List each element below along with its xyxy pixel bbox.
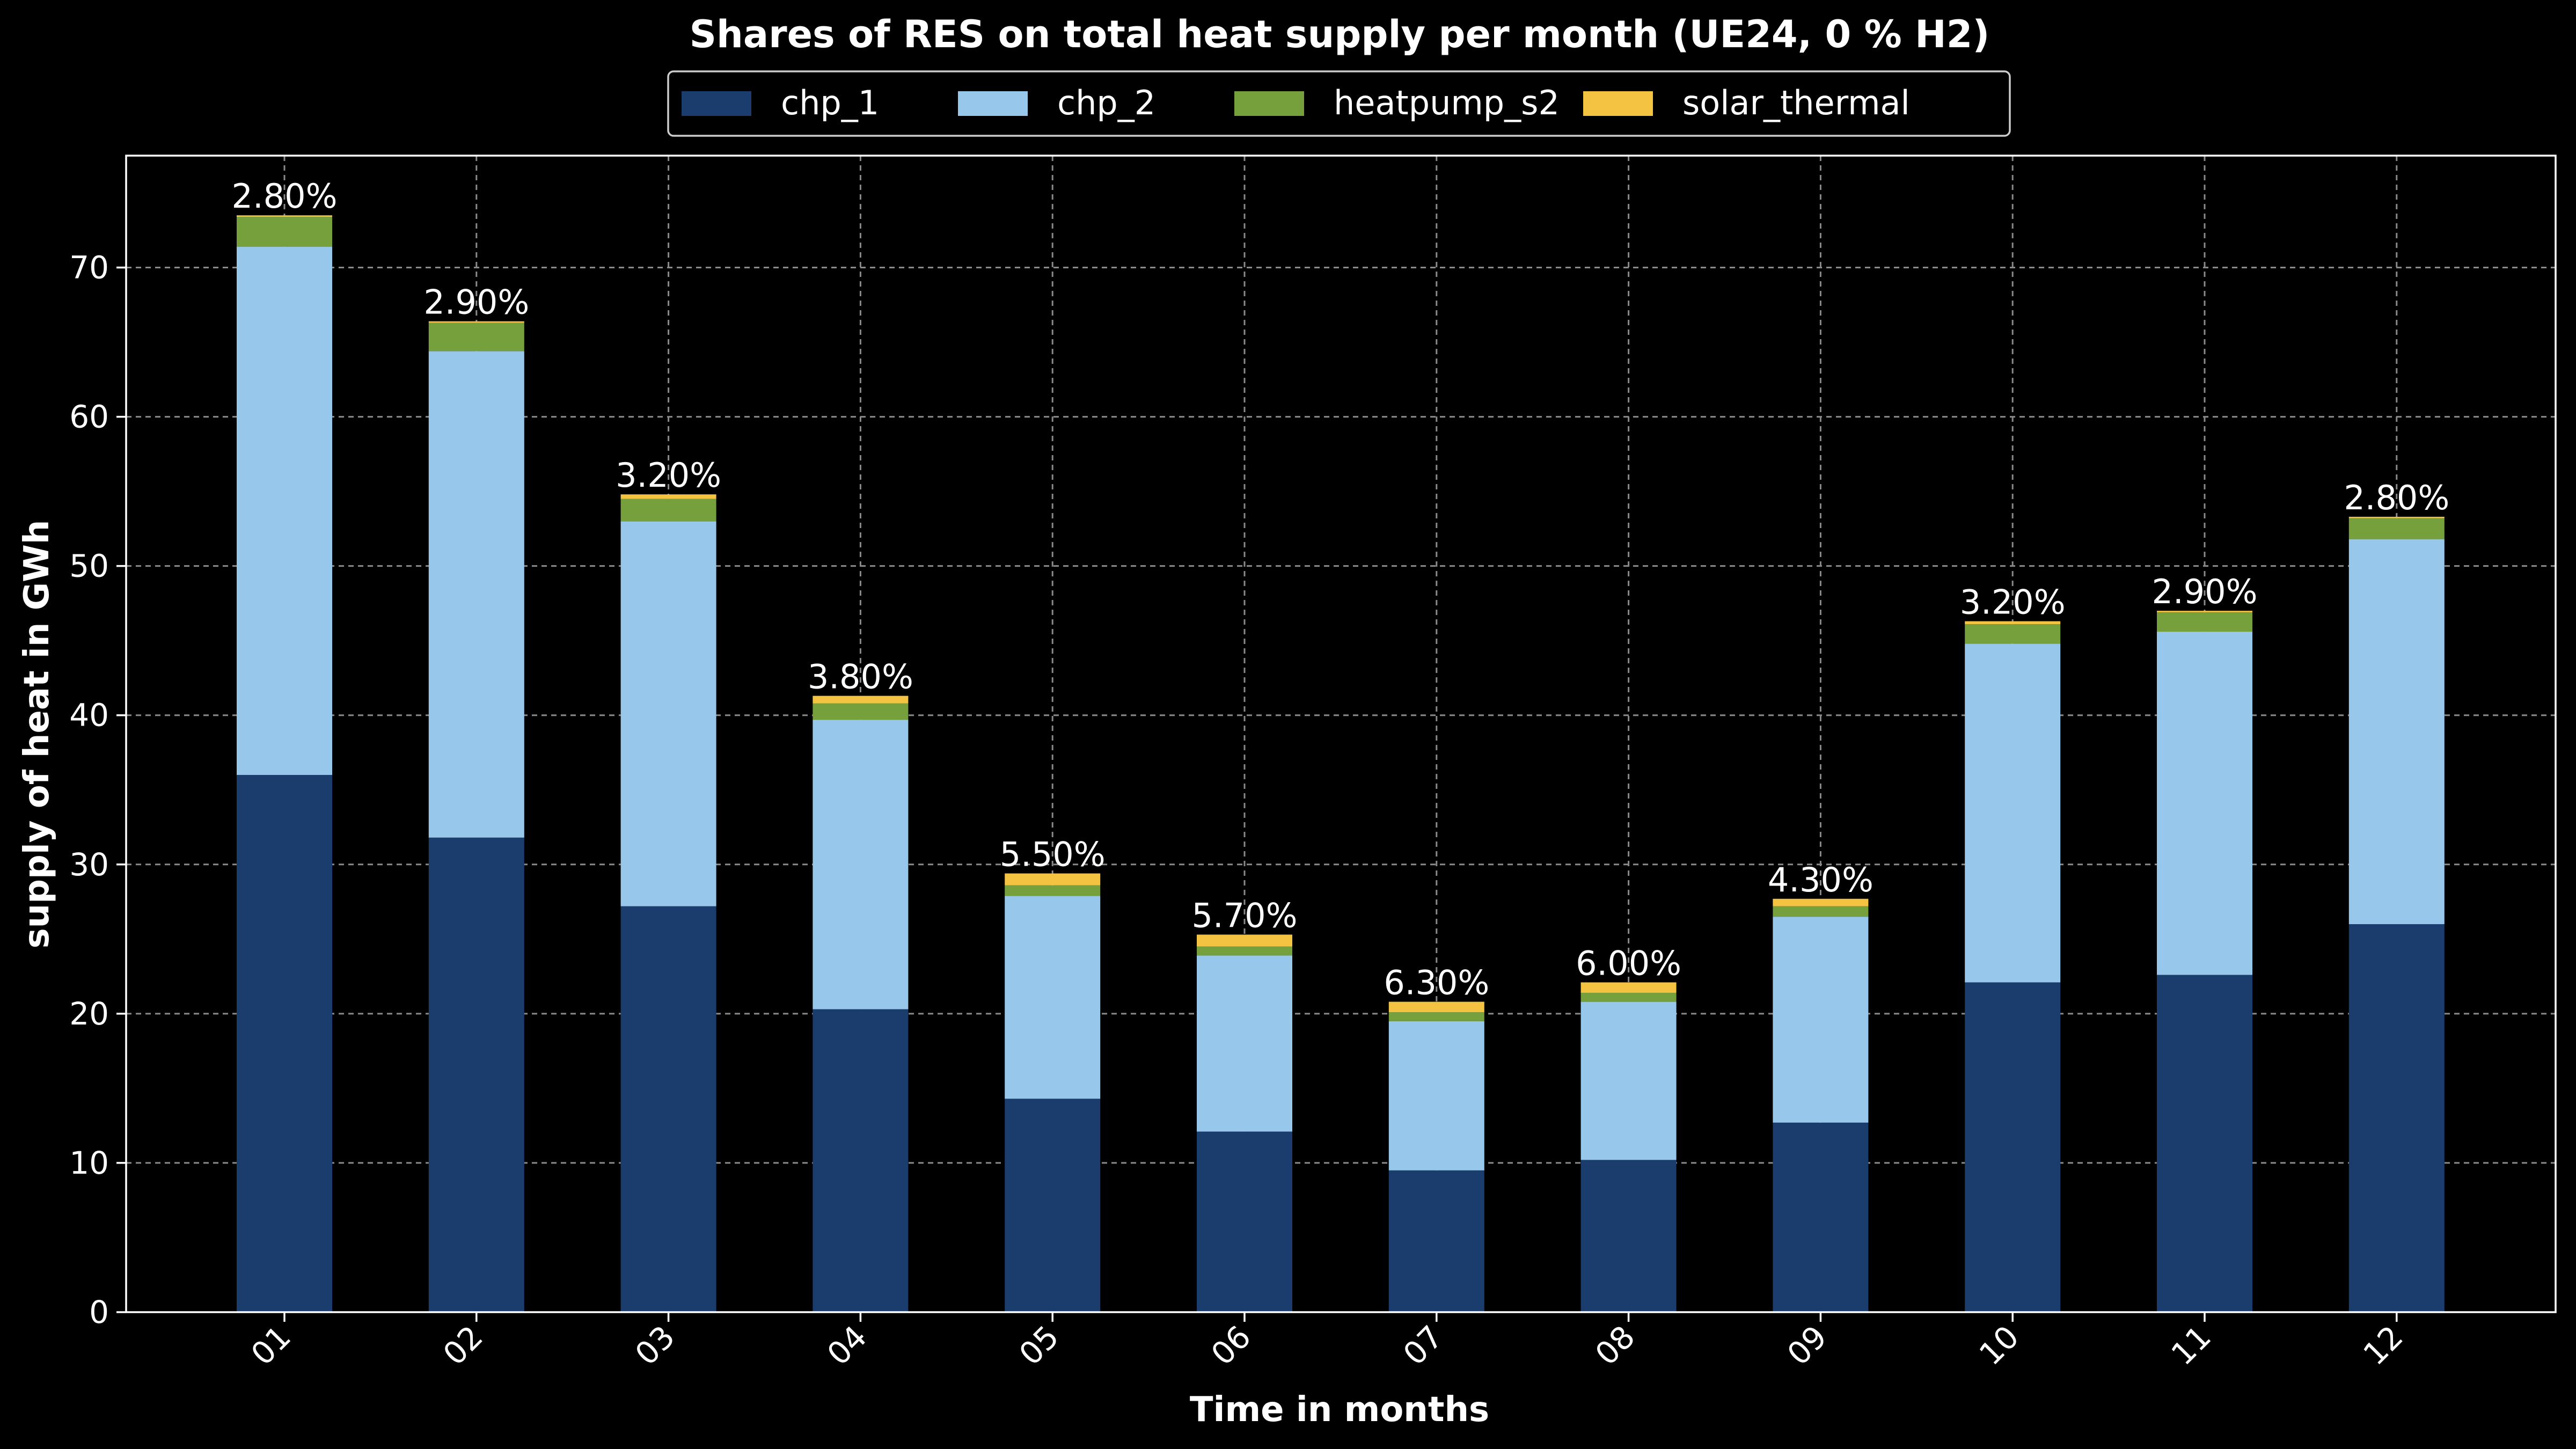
bar-chp_1-03 <box>620 906 716 1312</box>
bar-solar_thermal-03 <box>620 494 716 499</box>
bar-solar_thermal-12 <box>2348 516 2445 518</box>
legend-swatch-chp_2 <box>958 91 1028 116</box>
bar-heatpump_s2-09 <box>1773 906 1869 917</box>
share-label: 3.20% <box>1960 583 2066 622</box>
share-label: 5.70% <box>1192 896 1298 935</box>
bar-solar_thermal-11 <box>2157 611 2252 612</box>
legend-box <box>667 70 2011 137</box>
share-label: 4.30% <box>1768 860 1874 899</box>
bar-solar_thermal-04 <box>813 696 909 704</box>
bar-chp_1-11 <box>2157 975 2252 1312</box>
share-label: 6.00% <box>1576 943 1681 983</box>
share-label: 3.80% <box>808 657 913 697</box>
legend: chp_1 chp_2 heatpump_s2 solar_thermal <box>667 70 2011 137</box>
share-label: 3.20% <box>616 456 721 495</box>
bar-chp_2-04 <box>813 720 909 1009</box>
bar-heatpump_s2-08 <box>1580 992 1677 1002</box>
bar-chp_1-08 <box>1580 1160 1677 1312</box>
legend-label-heatpump_s2: heatpump_s2 <box>1334 83 1560 122</box>
bar-chp_1-09 <box>1773 1122 1869 1312</box>
bar-heatpump_s2-01 <box>237 217 332 247</box>
bar-heatpump_s2-05 <box>1005 885 1101 896</box>
bar-chp_2-12 <box>2348 539 2445 925</box>
legend-label-solar_thermal: solar_thermal <box>1682 83 1910 122</box>
bar-chp_2-08 <box>1580 1001 1677 1160</box>
bar-heatpump_s2-11 <box>2157 612 2252 632</box>
bar-heatpump_s2-12 <box>2348 518 2445 539</box>
chart-title: Shares of RES on total heat supply per m… <box>690 12 1990 56</box>
bar-chp_1-05 <box>1005 1099 1101 1312</box>
bar-solar_thermal-06 <box>1197 934 1292 947</box>
bar-solar_thermal-08 <box>1580 982 1677 993</box>
share-label: 5.50% <box>1000 835 1106 874</box>
bar-solar_thermal-07 <box>1388 1001 1484 1013</box>
bar-chp_2-11 <box>2157 632 2252 975</box>
bar-chp_1-10 <box>1965 982 2061 1312</box>
y-tick-label: 10 <box>69 1145 109 1181</box>
y-tick-label: 40 <box>69 697 109 734</box>
y-tick-label: 60 <box>69 399 109 435</box>
share-label: 2.80% <box>232 177 338 216</box>
legend-label-chp_1: chp_1 <box>781 83 879 122</box>
share-label: 6.30% <box>1384 963 1489 1002</box>
y-tick-label: 30 <box>69 846 109 883</box>
bar-chp_2-10 <box>1965 643 2061 983</box>
legend-swatch-solar_thermal <box>1583 91 1653 116</box>
y-tick-label: 20 <box>69 996 109 1032</box>
legend-swatch-heatpump_s2 <box>1234 91 1304 116</box>
legend-swatch-chp_1 <box>682 91 751 116</box>
bar-heatpump_s2-04 <box>813 703 909 720</box>
bar-chp_1-02 <box>428 837 524 1312</box>
share-label: 2.90% <box>2152 572 2258 611</box>
bar-chp_2-02 <box>428 351 524 838</box>
bar-solar_thermal-10 <box>1965 621 2061 625</box>
share-annotations: 2.80% 2.90% 3.20% 3.80% 5.50% 5.70% 6.30% 6.00%… <box>232 177 2450 1002</box>
bar-chp_2-09 <box>1773 917 1869 1123</box>
legend-label-chp_2: chp_2 <box>1057 83 1155 122</box>
bar-solar_thermal-09 <box>1773 898 1869 906</box>
bar-chp_2-03 <box>620 521 716 906</box>
bar-solar_thermal-02 <box>428 321 524 323</box>
bar-heatpump_s2-03 <box>620 499 716 522</box>
x-axis-label: Time in months <box>1190 1390 1489 1430</box>
share-label: 2.80% <box>2344 478 2449 517</box>
bar-heatpump_s2-06 <box>1197 946 1292 956</box>
bar-heatpump_s2-10 <box>1965 624 2061 644</box>
bar-chp_2-06 <box>1197 955 1292 1132</box>
bar-solar_thermal-01 <box>237 215 332 217</box>
bar-chp_2-07 <box>1388 1021 1484 1170</box>
bar-chp_1-12 <box>2348 924 2445 1312</box>
bar-chp_1-07 <box>1388 1170 1484 1312</box>
share-label: 2.90% <box>423 283 529 322</box>
bar-solar_thermal-05 <box>1005 873 1101 885</box>
bar-chp_1-01 <box>237 774 332 1312</box>
bar-chp_1-06 <box>1197 1131 1292 1312</box>
y-tick-label: 50 <box>69 548 109 584</box>
bar-heatpump_s2-02 <box>428 323 524 352</box>
y-axis-label: supply of heat in GWh <box>17 520 57 949</box>
bars <box>237 215 2445 1312</box>
y-tick-label: 70 <box>69 250 109 286</box>
y-tick-label: 0 <box>89 1294 109 1330</box>
y-axis-ticks: 0 10 20 30 40 50 60 70 <box>69 250 126 1330</box>
plot-frame <box>125 155 2557 1313</box>
bar-chp_2-01 <box>237 246 332 775</box>
bar-chp_1-04 <box>813 1009 909 1312</box>
bar-heatpump_s2-07 <box>1388 1012 1484 1021</box>
bar-chp_2-05 <box>1005 896 1101 1099</box>
